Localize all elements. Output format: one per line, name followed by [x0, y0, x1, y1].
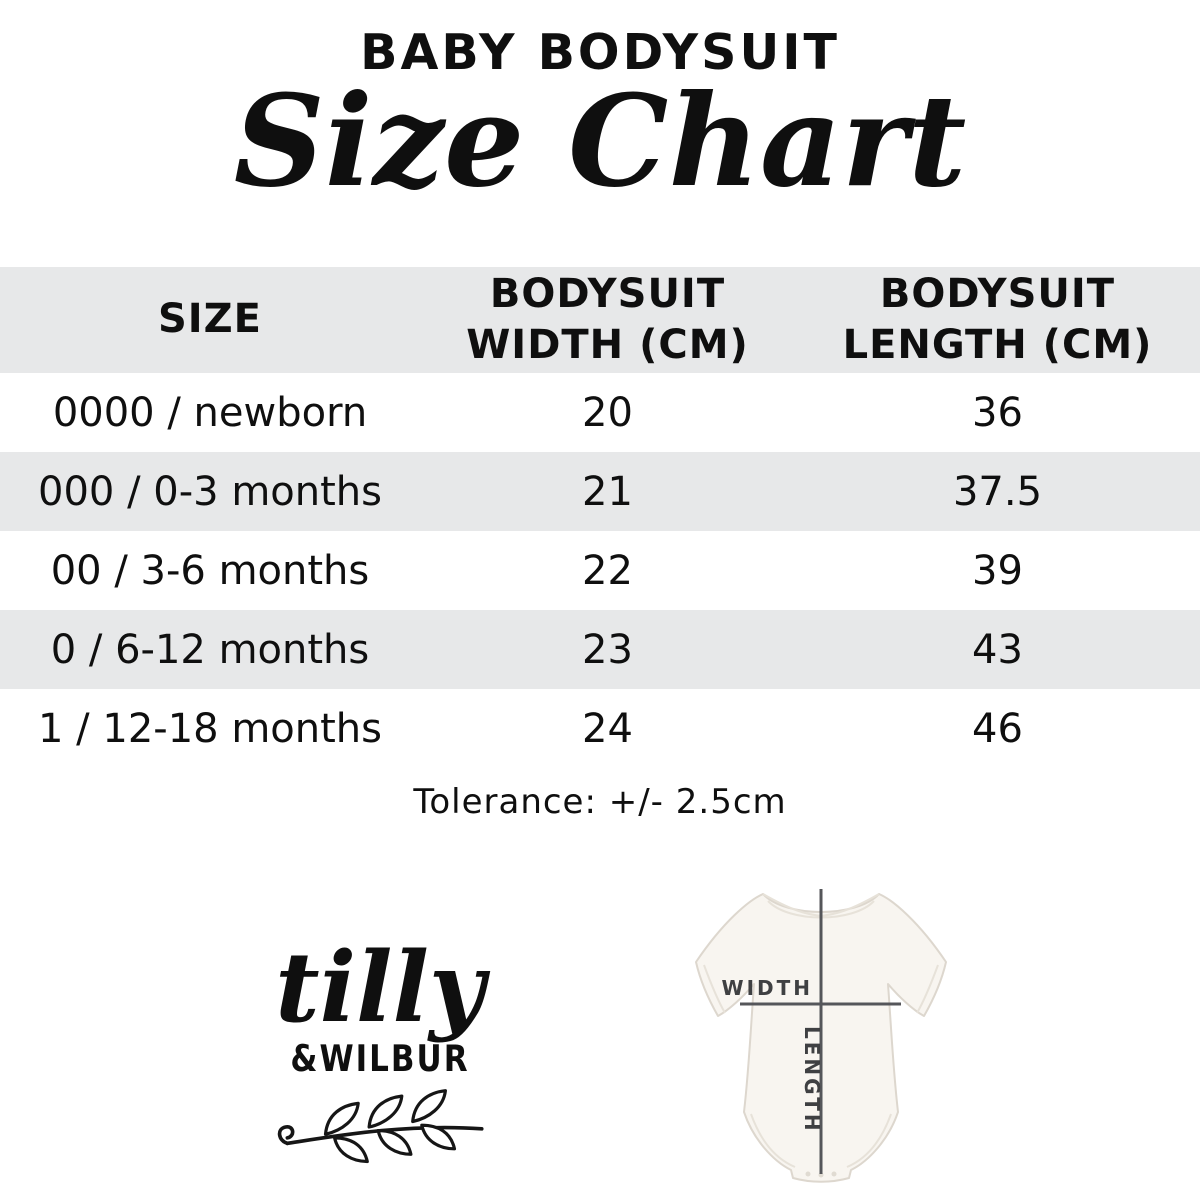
size-table: SIZE BODYSUIT WIDTH (CM) BODYSUIT LENGTH (…	[0, 267, 1200, 768]
cell-length: 39	[972, 547, 1023, 594]
cell-length: 36	[972, 389, 1023, 436]
length-label: LENGTH	[800, 1026, 824, 1134]
page-subtitle: Size Chart	[233, 67, 967, 215]
bodysuit-measurement-diagram: WIDTH LENGTH	[695, 889, 947, 1183]
table-row: 0 / 6-12 months 23 43	[0, 610, 1200, 689]
column-header: BODYSUIT WIDTH (CM)	[466, 270, 749, 368]
cell-width: 20	[582, 389, 633, 436]
brand-caps-name: &WILBUR	[290, 1037, 470, 1081]
table-row: 00 / 3-6 months 22 39	[0, 531, 1200, 610]
brand-logo: tilly &WILBUR	[245, 931, 515, 1171]
page-title: BABY BODYSUIT	[360, 24, 840, 81]
table-row: 0000 / newborn 20 36	[0, 373, 1200, 452]
cell-size: 000 / 0-3 months	[38, 468, 382, 515]
width-label: WIDTH	[722, 976, 813, 1000]
cell-size: 00 / 3-6 months	[50, 547, 370, 594]
tolerance-note: Tolerance: +/- 2.5cm	[413, 782, 787, 822]
laurel-branch-icon	[277, 1088, 484, 1163]
cell-length: 43	[972, 626, 1023, 673]
cell-size: 1 / 12-18 months	[38, 705, 382, 752]
cell-size: 0000 / newborn	[52, 389, 368, 436]
cell-width: 23	[582, 626, 633, 673]
size-table-body: 0000 / newborn 20 36 000 / 0-3 months 21 37.5…	[0, 373, 1200, 768]
cell-length: 46	[972, 705, 1023, 752]
brand-script-name: tilly	[275, 931, 485, 1044]
cell-length: 37.5	[952, 468, 1043, 515]
table-row: 000 / 0-3 months 21 37.5	[0, 452, 1200, 531]
column-header: SIZE	[157, 296, 263, 343]
cell-width: 24	[582, 705, 633, 752]
table-row: 1 / 12-18 months 24 46	[0, 689, 1200, 768]
cell-width: 21	[582, 468, 633, 515]
cell-width: 22	[582, 547, 633, 594]
size-table-header: SIZE BODYSUIT WIDTH (CM) BODYSUIT LENGTH (…	[0, 267, 1200, 373]
cell-size: 0 / 6-12 months	[50, 626, 370, 673]
column-header: BODYSUIT LENGTH (CM)	[842, 270, 1153, 368]
